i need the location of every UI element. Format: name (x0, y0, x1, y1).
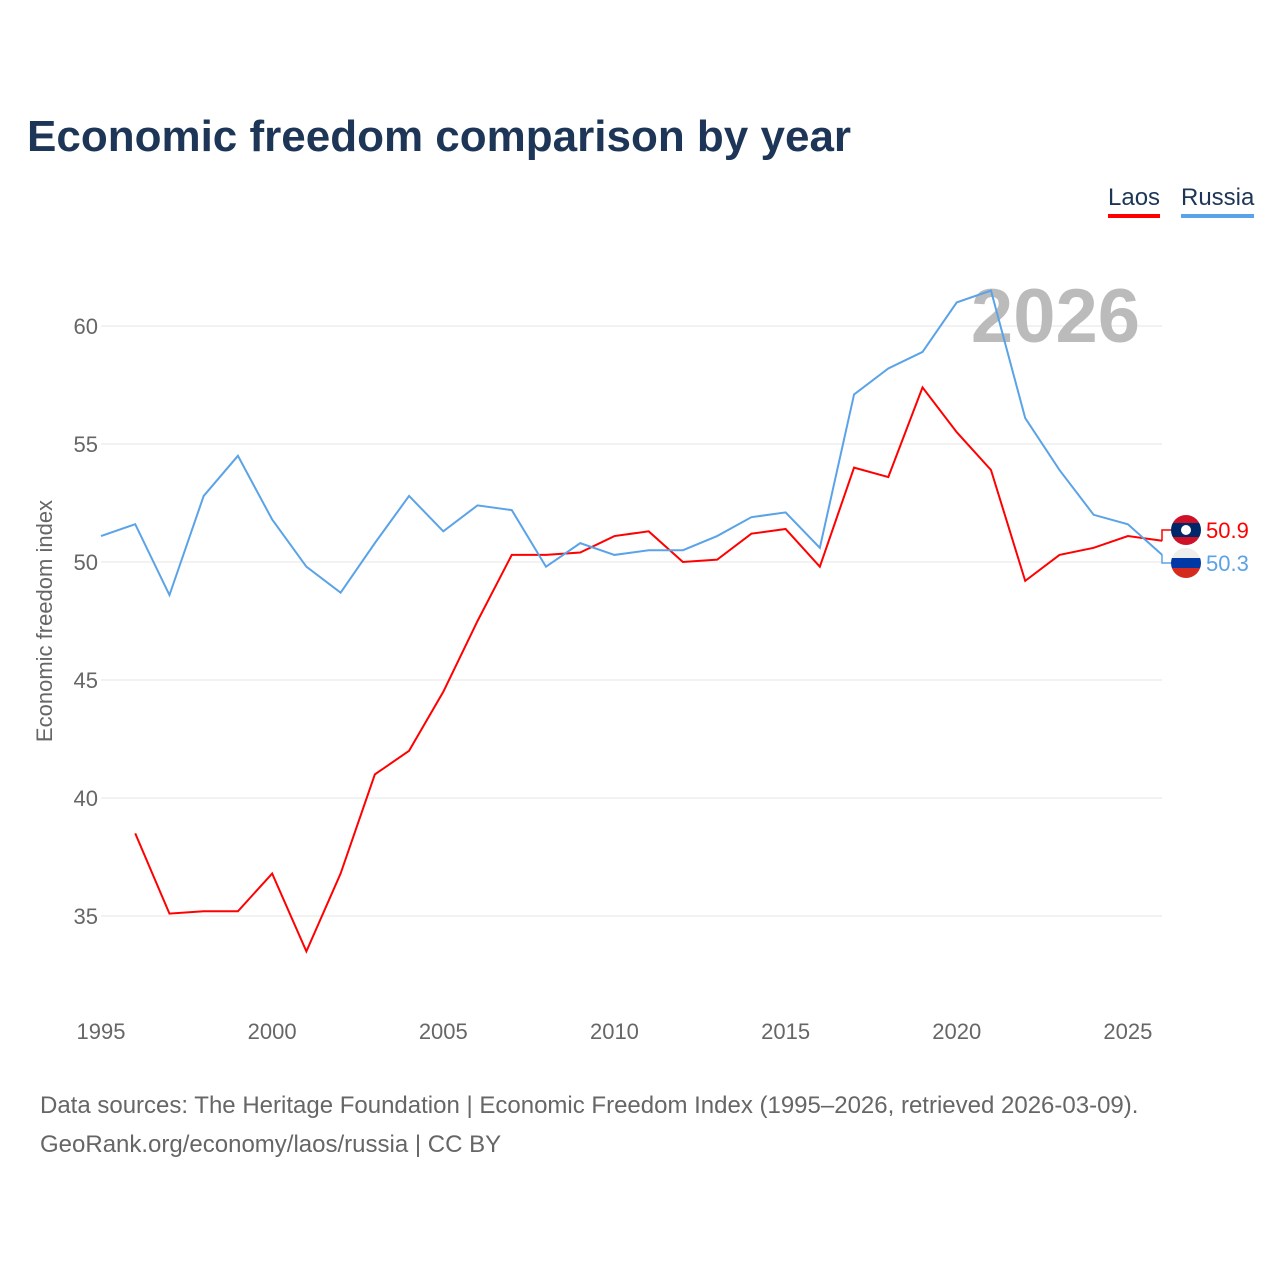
chart-title: Economic freedom comparison by year (27, 112, 852, 161)
legend-laos[interactable]: Laos (1108, 184, 1161, 218)
data-point[interactable] (1056, 467, 1062, 473)
x-tick-label: 2010 (590, 1019, 639, 1044)
data-point[interactable] (885, 474, 891, 480)
data-point[interactable] (851, 465, 857, 471)
end-connector (1161, 554, 1172, 564)
data-point[interactable] (817, 545, 823, 551)
data-point[interactable] (680, 547, 686, 553)
data-point[interactable] (988, 467, 994, 473)
data-point[interactable] (577, 550, 583, 556)
data-point[interactable] (166, 911, 172, 917)
data-point[interactable] (954, 429, 960, 435)
data-point[interactable] (1091, 545, 1097, 551)
year-watermark: 2026 (971, 274, 1140, 359)
end-value-label: 50.9 (1206, 518, 1249, 543)
data-point[interactable] (920, 349, 926, 355)
x-tick-label: 2020 (932, 1019, 981, 1044)
data-point[interactable] (201, 908, 207, 914)
source-note: Data sources: The Heritage Foundation | … (40, 1086, 1138, 1164)
data-point[interactable] (714, 557, 720, 563)
data-point[interactable] (714, 533, 720, 539)
x-tick-label: 2025 (1103, 1019, 1152, 1044)
data-point[interactable] (509, 507, 515, 513)
data-point[interactable] (166, 592, 172, 598)
data-point[interactable] (235, 908, 241, 914)
series-line-russia[interactable] (100, 289, 1163, 598)
data-point[interactable] (817, 564, 823, 570)
data-point[interactable] (851, 391, 857, 397)
x-tick-label: 2000 (248, 1019, 297, 1044)
y-tick-label: 50 (74, 550, 98, 575)
data-point[interactable] (577, 540, 583, 546)
end-connector (1161, 529, 1172, 542)
data-point[interactable] (201, 493, 207, 499)
data-point[interactable] (1022, 415, 1028, 421)
laos-flag-icon (1171, 515, 1201, 545)
data-point[interactable] (543, 564, 549, 570)
russia-flag-icon (1171, 548, 1201, 578)
source-line-1: Data sources: The Heritage Foundation | … (40, 1092, 1139, 1119)
data-point[interactable] (440, 528, 446, 534)
data-point[interactable] (748, 531, 754, 537)
data-point[interactable] (406, 493, 412, 499)
data-point[interactable] (543, 552, 549, 558)
data-point[interactable] (748, 514, 754, 520)
data-point[interactable] (646, 528, 652, 534)
data-point[interactable] (372, 771, 378, 777)
data-point[interactable] (1022, 578, 1028, 584)
data-point[interactable] (954, 299, 960, 305)
series-line-laos[interactable] (134, 385, 1163, 954)
x-tick-label: 2015 (761, 1019, 810, 1044)
data-point[interactable] (1091, 512, 1097, 518)
y-tick-label: 40 (74, 786, 98, 811)
data-point[interactable] (98, 533, 104, 539)
data-point[interactable] (303, 948, 309, 954)
end-value-label: 50.3 (1206, 551, 1249, 576)
data-point[interactable] (269, 517, 275, 523)
data-point[interactable] (646, 547, 652, 553)
data-point[interactable] (611, 552, 617, 558)
y-tick-label: 60 (74, 314, 98, 339)
data-point[interactable] (611, 533, 617, 539)
data-point[interactable] (920, 384, 926, 390)
y-tick-label: 35 (74, 904, 98, 929)
source-line-2[interactable]: GeoRank.org/economy/laos/russia | CC BY (40, 1131, 502, 1158)
x-tick-label: 1995 (77, 1019, 126, 1044)
data-point[interactable] (783, 509, 789, 515)
legend-russia[interactable]: Russia (1181, 184, 1255, 218)
data-point[interactable] (303, 564, 309, 570)
x-tick-label: 2005 (419, 1019, 468, 1044)
data-point[interactable] (269, 871, 275, 877)
data-point[interactable] (372, 540, 378, 546)
data-point[interactable] (406, 748, 412, 754)
data-point[interactable] (338, 590, 344, 596)
data-point[interactable] (885, 365, 891, 371)
data-point[interactable] (783, 526, 789, 532)
data-point[interactable] (680, 559, 686, 565)
data-point[interactable] (475, 502, 481, 508)
data-point[interactable] (440, 689, 446, 695)
data-point[interactable] (132, 521, 138, 527)
data-point[interactable] (338, 871, 344, 877)
y-tick-label: 45 (74, 668, 98, 693)
data-point[interactable] (235, 453, 241, 459)
data-point[interactable] (132, 830, 138, 836)
data-point[interactable] (1125, 533, 1131, 539)
y-tick-label: 55 (74, 432, 98, 457)
y-axis-label: Economic freedom index (32, 500, 57, 742)
data-point[interactable] (509, 552, 515, 558)
data-point[interactable] (1125, 521, 1131, 527)
data-point[interactable] (988, 288, 994, 294)
data-point[interactable] (475, 618, 481, 624)
data-point[interactable] (1056, 552, 1062, 558)
